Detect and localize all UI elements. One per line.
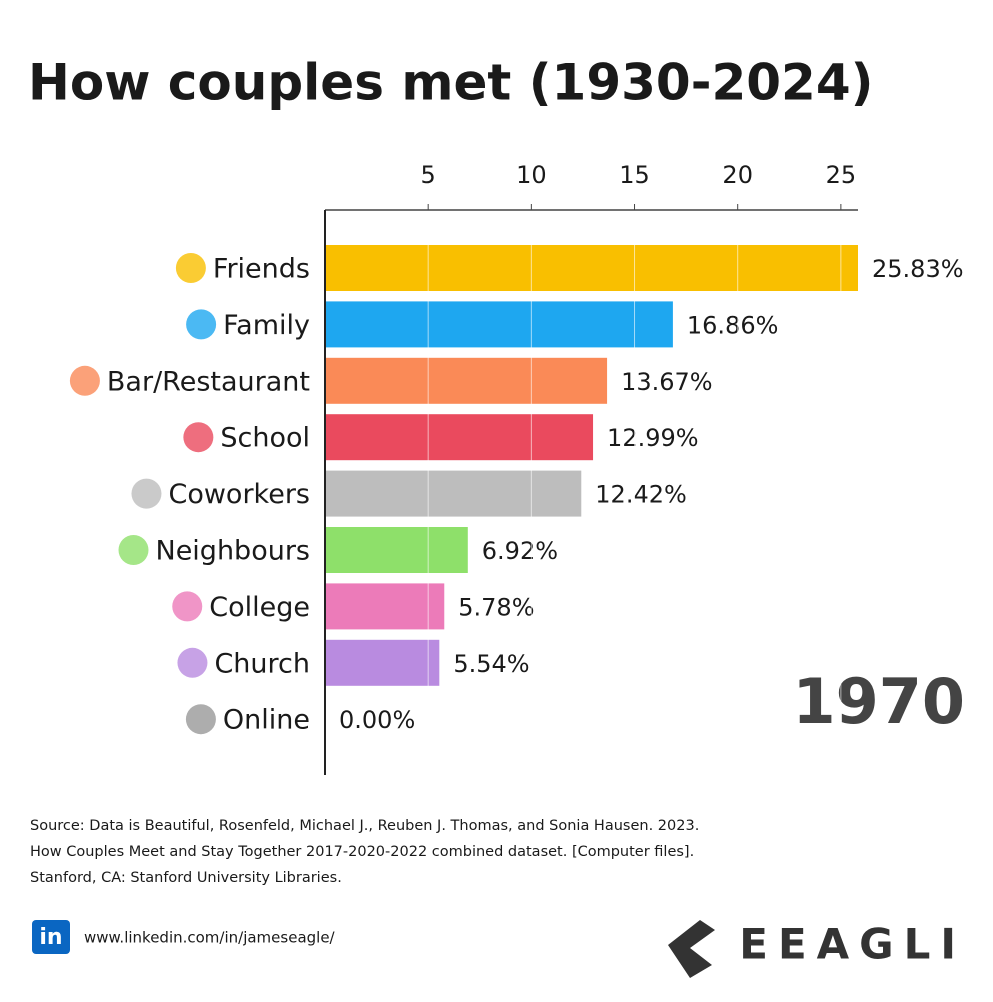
bar [325,527,468,573]
source-line: Source: Data is Beautiful, Rosenfeld, Mi… [30,818,699,834]
category-icon [131,478,162,509]
bar [325,583,445,630]
source-line: Stanford, CA: Stanford University Librar… [30,870,342,886]
value-label: 12.42% [595,481,687,509]
category-label: Friends [213,254,310,285]
category-icon [183,422,214,453]
bar [325,639,440,686]
value-label: 25.83% [872,255,964,283]
x-tick-label: 20 [722,161,753,189]
category-label: Coworkers [168,479,310,510]
category-icon [118,535,149,565]
linkedin-logo-text: in [39,925,62,950]
category-icon [185,704,216,735]
category-label: Family [223,310,310,341]
category-label: Bar/Restaurant [107,366,310,397]
category-label: Online [223,705,310,736]
brand: EEAGLI [739,920,966,969]
bar [325,357,608,404]
x-tick-label: 25 [826,161,857,189]
category-icon [172,591,203,622]
value-label: 13.67% [621,368,713,396]
category-icon [186,309,217,340]
bar [325,245,858,291]
value-label: 6.92% [482,537,558,565]
year-annotation: 1970 [792,665,965,738]
category-label: College [209,592,310,623]
category-icon [69,365,100,396]
brand-icon [668,920,715,978]
value-label: 16.86% [687,311,779,339]
linkedin-logo [32,920,70,954]
x-tick-label: 5 [421,161,436,189]
category-icon [177,647,208,678]
bar [325,301,673,348]
value-label: 0.00% [339,706,415,734]
link: www.linkedin.com/in/jameseagle/ [84,929,336,947]
value-label: 5.54% [453,650,529,678]
category-label: School [220,423,310,454]
bar [325,470,582,517]
x-tick-label: 10 [516,161,547,189]
value-label: 12.99% [607,424,699,452]
category-label: Church [214,648,310,679]
bar [325,414,594,461]
x-tick-label: 15 [619,161,650,189]
category-icon [175,253,206,283]
source-line: How Couples Meet and Stay Together 2017-… [30,844,694,860]
value-label: 5.78% [458,593,534,621]
category-label: Neighbours [156,536,311,567]
chart-title: How couples met (1930-2024) [28,54,873,112]
